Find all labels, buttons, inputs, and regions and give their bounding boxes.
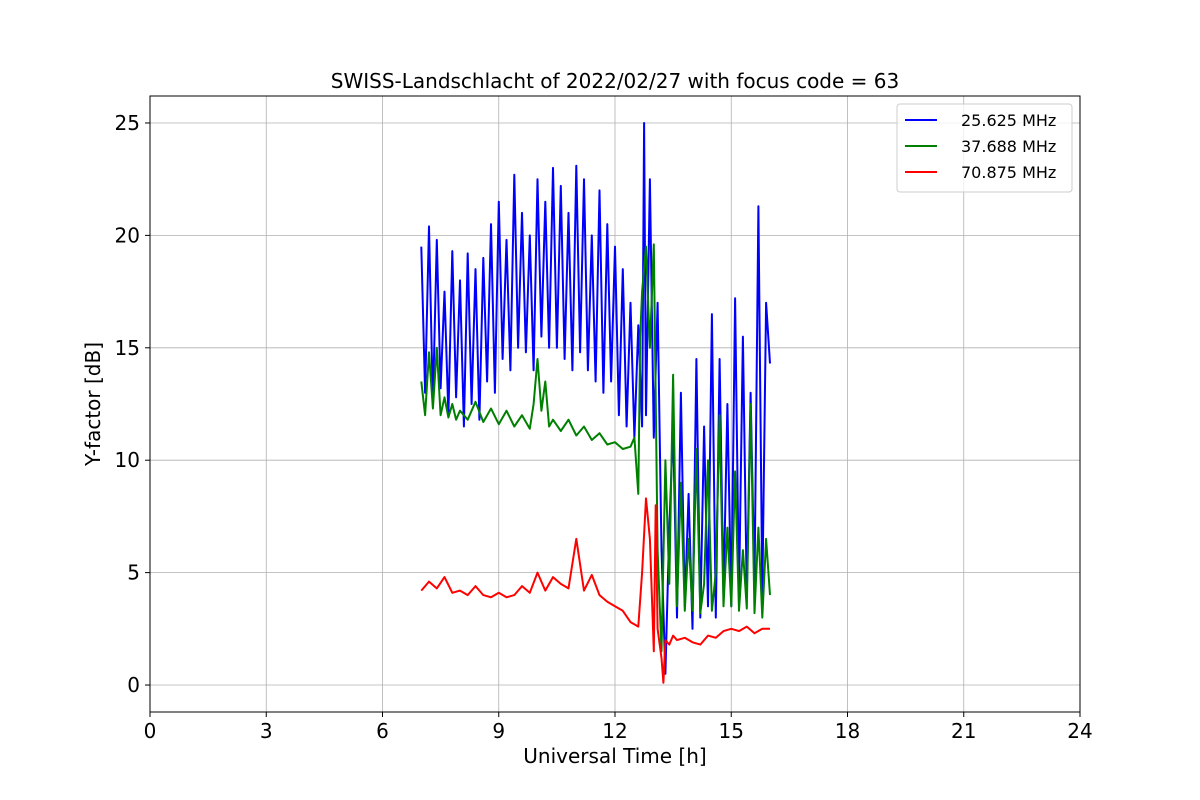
x-tick-label: 24 bbox=[1067, 719, 1092, 743]
x-tick-label: 12 bbox=[602, 719, 627, 743]
x-tick-label: 0 bbox=[144, 719, 157, 743]
x-tick-label: 3 bbox=[260, 719, 273, 743]
legend: 25.625 MHz 37.688 MHz 70.875 MHz bbox=[896, 103, 1073, 193]
legend-label-1: 25.625 MHz bbox=[961, 111, 1056, 130]
x-tick-label: 18 bbox=[835, 719, 860, 743]
series-line-3 bbox=[420, 497, 770, 684]
series-line-2 bbox=[420, 243, 771, 653]
y-tick-label: 0 bbox=[127, 673, 140, 697]
y-axis-label: Y-factor [dB] bbox=[81, 342, 105, 467]
y-tick-label: 25 bbox=[115, 111, 140, 135]
legend-label-2: 37.688 MHz bbox=[961, 137, 1056, 156]
x-tick-label: 15 bbox=[719, 719, 744, 743]
y-tick-label: 5 bbox=[127, 561, 140, 585]
chart-title: SWISS-Landschlacht of 2022/02/27 with fo… bbox=[331, 69, 899, 93]
x-tick-label: 9 bbox=[492, 719, 505, 743]
y-tick-label: 10 bbox=[115, 448, 140, 472]
x-tick-label: 21 bbox=[951, 719, 976, 743]
y-tick-label: 20 bbox=[115, 223, 140, 247]
x-axis-label: Universal Time [h] bbox=[523, 744, 706, 768]
y-tick-label: 15 bbox=[115, 336, 140, 360]
x-tick-label: 6 bbox=[376, 719, 389, 743]
legend-box bbox=[896, 103, 1073, 193]
legend-label-3: 70.875 MHz bbox=[961, 163, 1056, 182]
ticks: 0 3 6 9 12 15 18 21 24 0 5 10 15 20 25 bbox=[115, 111, 1093, 743]
series-line-1 bbox=[420, 122, 771, 675]
series-layer bbox=[420, 122, 771, 684]
